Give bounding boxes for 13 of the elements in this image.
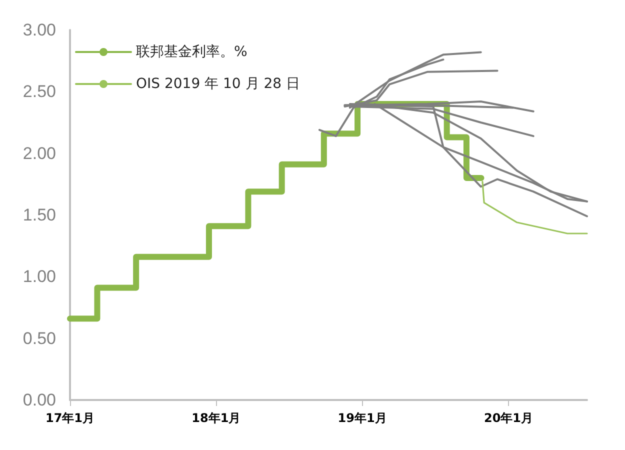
y-tick-label: 0.00 xyxy=(22,390,56,410)
y-tick-label: 2.00 xyxy=(22,144,56,163)
y-tick-label: 1.00 xyxy=(22,267,56,286)
x-tick-label: 20年1月 xyxy=(484,411,534,425)
y-tick-label: 0.50 xyxy=(22,328,56,348)
y-tick-label: 2.50 xyxy=(22,82,56,102)
y-tick-label: 1.50 xyxy=(22,206,56,224)
legend-label: OIS 2019 年 10 月 28 日 xyxy=(136,76,300,92)
x-tick-label: 17年1月 xyxy=(45,411,95,425)
y-tick-label: 3.00 xyxy=(22,20,56,40)
x-tick-label: 19年1月 xyxy=(338,411,387,425)
legend-label: 联邦基金利率。% xyxy=(136,44,248,60)
x-tick-label: 18年1月 xyxy=(192,411,241,425)
